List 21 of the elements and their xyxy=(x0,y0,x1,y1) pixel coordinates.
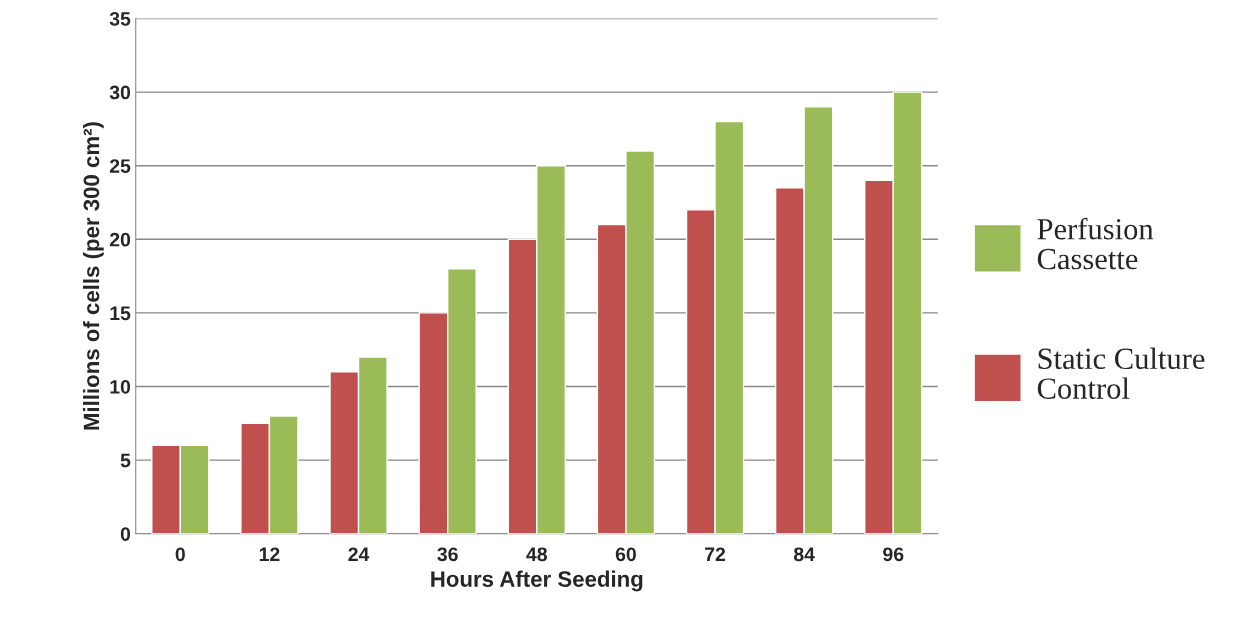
x-tick-label: 60 xyxy=(615,547,636,562)
x-tick-label: 24 xyxy=(348,547,370,561)
y-tick-label: 5 xyxy=(120,453,131,468)
legend-label: Perfusion Cassette xyxy=(1037,217,1154,270)
legend-label: Static Culture Control xyxy=(1037,347,1205,399)
x-tick-label: 48 xyxy=(526,547,548,562)
x-tick-label: 72 xyxy=(705,547,726,561)
y-axis-title: Millions of cells (per 300 cm²) xyxy=(82,122,104,430)
x-tick-label: 0 xyxy=(175,547,185,562)
y-tick-label: 20 xyxy=(109,232,131,247)
y-tick-label: 30 xyxy=(109,85,131,100)
x-tick-label: 84 xyxy=(793,547,815,562)
y-tick-label: 10 xyxy=(110,379,131,394)
y-tick-label: 15 xyxy=(110,306,131,321)
x-tick-label: 96 xyxy=(883,547,904,562)
x-axis-title: Hours After Seeding xyxy=(431,570,643,592)
y-tick-label: 0 xyxy=(120,527,131,541)
x-tick-label: 36 xyxy=(437,547,458,562)
x-tick-label: 12 xyxy=(259,547,280,561)
y-tick-label: 25 xyxy=(109,159,131,173)
y-tick-label: 35 xyxy=(109,11,131,26)
